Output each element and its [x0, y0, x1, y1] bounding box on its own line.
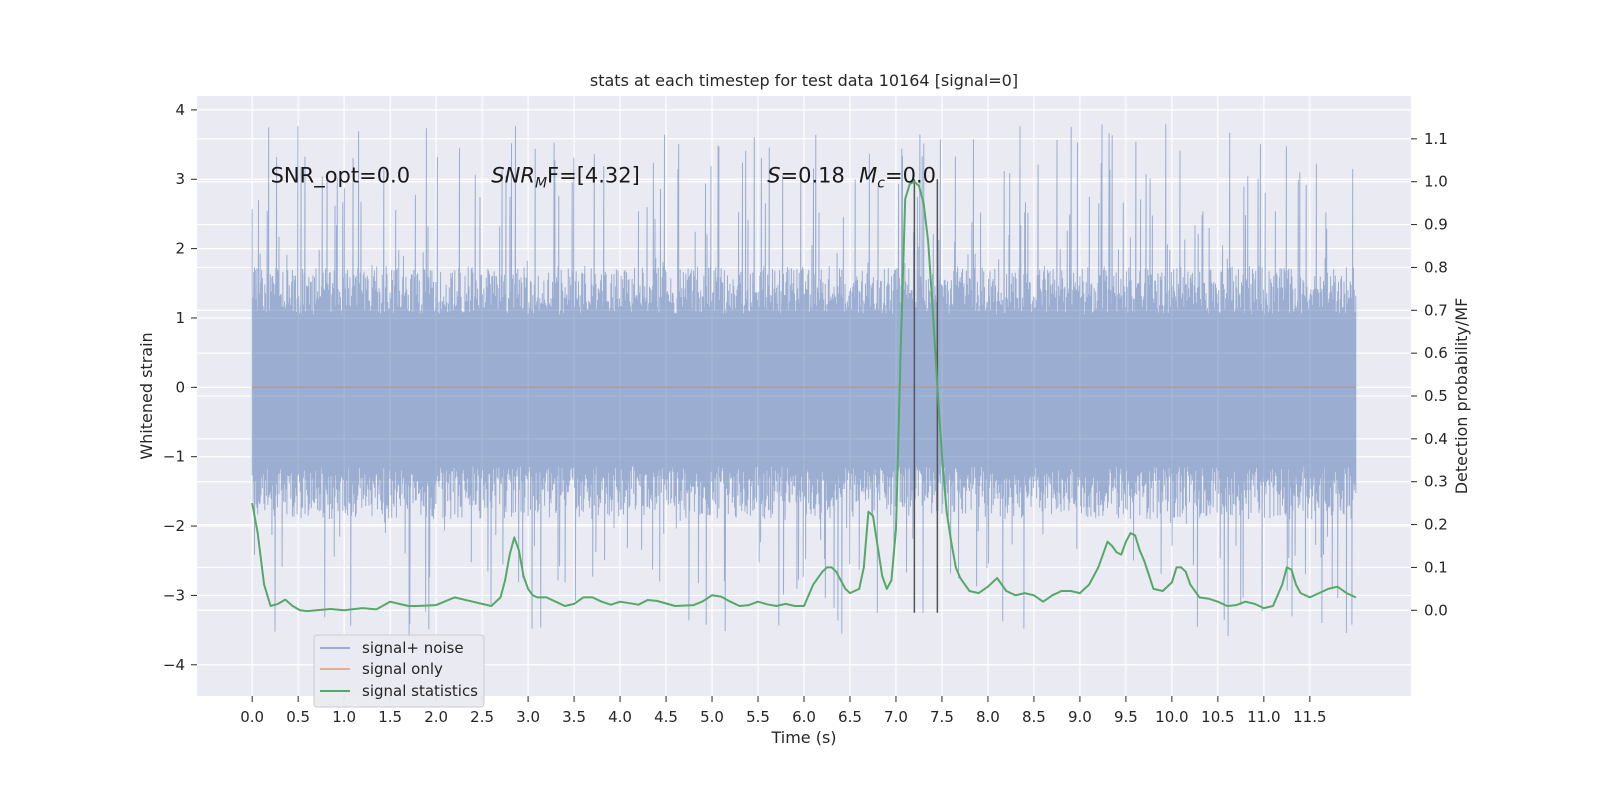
x-tick-label: 2.5 — [470, 708, 494, 726]
x-tick-label: 2.0 — [424, 708, 448, 726]
x-tick-label: 6.0 — [792, 708, 816, 726]
y-left-tick-label: 3 — [175, 170, 185, 188]
x-tick-label: 9.5 — [1114, 708, 1138, 726]
y-right-tick-label: 0.8 — [1424, 258, 1448, 276]
y-left-tick-label: 0 — [175, 378, 185, 396]
annotations: SNR_opt=0.0 SNRMF=[4.32] S=0.18 Mc=0.0 — [271, 164, 936, 192]
x-axis-label: Time (s) — [770, 728, 836, 747]
legend-box — [313, 634, 485, 708]
y-right-tick-label: 0.4 — [1424, 430, 1448, 448]
annotation-symbol: S — [767, 164, 780, 188]
annotation-value: =0.0 — [885, 164, 936, 188]
y-right-tick-label: 0.9 — [1424, 216, 1448, 234]
x-tick-label: 0.5 — [286, 708, 310, 726]
x-tick-label: 5.5 — [746, 708, 770, 726]
y-right-tick-label: 0.6 — [1424, 344, 1448, 362]
annotation-subscript: M — [535, 176, 547, 192]
x-tick-label: 7.0 — [884, 708, 908, 726]
y-axis-label-left: Whitened strain — [137, 332, 156, 459]
x-tick-label: 9.0 — [1068, 708, 1092, 726]
y-left-tick-label: 4 — [175, 101, 185, 119]
x-tick-label: 3.5 — [562, 708, 586, 726]
x-tick-label: 1.5 — [378, 708, 402, 726]
y-left-tick-label: 2 — [175, 240, 185, 258]
legend: signal+ noise signal only signal statist… — [313, 634, 485, 708]
annotation-subscript: c — [877, 176, 885, 192]
x-tick-label: 10.5 — [1201, 708, 1234, 726]
y-right-tick-label: 1.0 — [1424, 173, 1448, 191]
x-tick-label: 8.5 — [1022, 708, 1046, 726]
x-tick-label: 0.0 — [240, 708, 264, 726]
annotation-3: Mc=0.0 — [859, 164, 936, 192]
signal-plus-noise-series — [251, 124, 1357, 637]
x-tick-label: 10.0 — [1155, 708, 1188, 726]
chart-title: stats at each timestep for test data 101… — [590, 71, 1018, 90]
y-right-tick-label: 0.2 — [1424, 516, 1448, 534]
y-left-tick-label: −4 — [163, 656, 185, 674]
x-tick-label: 3.0 — [516, 708, 540, 726]
annotation-1: SNRMF=[4.32] — [491, 164, 640, 192]
x-tick-label: 7.5 — [930, 708, 954, 726]
y-right-tick-label: 0.3 — [1424, 473, 1448, 491]
annotation-0: SNR_opt=0.0 — [271, 164, 411, 189]
signal-statistics-line — [251, 180, 1357, 613]
x-tick-label: 11.0 — [1247, 708, 1280, 726]
y-axis-label-right: Detection probability/MF — [1452, 298, 1471, 495]
x-tick-label: 5.0 — [700, 708, 724, 726]
annotation-2: S=0.18 — [767, 164, 845, 188]
legend-label-stats: signal statistics — [362, 682, 478, 700]
signal-statistics-series — [251, 180, 1357, 613]
x-tick-label: 4.0 — [608, 708, 632, 726]
x-tick-label: 4.5 — [654, 708, 678, 726]
legend-label-signal: signal only — [362, 660, 443, 678]
x-tick-label: 6.5 — [838, 708, 862, 726]
y-right-tick-label: 0.0 — [1424, 601, 1448, 619]
annotation-symbol: M — [859, 164, 877, 188]
y-right-tick-label: 0.5 — [1424, 387, 1448, 405]
y-right-tick-label: 0.1 — [1424, 558, 1448, 576]
y-left-tick-label: −1 — [163, 448, 185, 466]
y-left-tick-label: −3 — [163, 586, 185, 604]
y-left-tick-label: 1 — [175, 309, 185, 327]
y-right-tick-label: 1.1 — [1424, 130, 1448, 148]
x-tick-label: 11.5 — [1293, 708, 1326, 726]
annotation-value: =0.18 — [781, 164, 845, 188]
axis-ticks: 0.0 0.5 1.0 1.5 2.0 2.5 3.0 3.5 4.0 4.5 5.0 5.5 6.0 6… — [163, 101, 1448, 726]
y-right-tick-label: 0.7 — [1424, 301, 1448, 319]
annotation-symbol: SNR — [491, 164, 535, 188]
x-tick-label: 1.0 — [332, 708, 356, 726]
annotation-value: F=[4.32] — [547, 164, 640, 188]
y-left-tick-label: −2 — [163, 517, 185, 535]
signal-plus-noise-line — [251, 124, 1357, 637]
legend-label-noise: signal+ noise — [362, 639, 464, 657]
x-tick-label: 8.0 — [976, 708, 1000, 726]
